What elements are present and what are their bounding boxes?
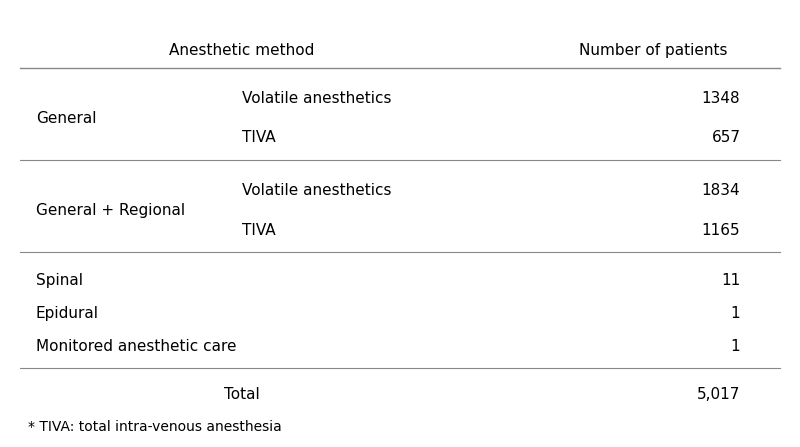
Text: 5,017: 5,017 <box>697 387 741 402</box>
Text: Epidural: Epidural <box>36 306 99 321</box>
Text: 1165: 1165 <box>702 223 741 237</box>
Text: Number of patients: Number of patients <box>579 43 727 58</box>
Text: Volatile anesthetics: Volatile anesthetics <box>242 183 391 198</box>
Text: 1: 1 <box>730 339 741 354</box>
Text: General: General <box>36 111 96 126</box>
Text: 1: 1 <box>730 306 741 321</box>
Text: 657: 657 <box>711 131 741 145</box>
Text: * TIVA: total intra-venous anesthesia: * TIVA: total intra-venous anesthesia <box>28 421 282 434</box>
Text: General + Regional: General + Regional <box>36 203 185 218</box>
Text: Total: Total <box>224 387 259 402</box>
Text: 1348: 1348 <box>702 91 741 106</box>
Text: Monitored anesthetic care: Monitored anesthetic care <box>36 339 236 354</box>
Text: 1834: 1834 <box>702 183 741 198</box>
Text: 11: 11 <box>721 273 741 288</box>
Text: Volatile anesthetics: Volatile anesthetics <box>242 91 391 106</box>
Text: TIVA: TIVA <box>242 131 275 145</box>
Text: TIVA: TIVA <box>242 223 275 237</box>
Text: Spinal: Spinal <box>36 273 83 288</box>
Text: Anesthetic method: Anesthetic method <box>169 43 314 58</box>
